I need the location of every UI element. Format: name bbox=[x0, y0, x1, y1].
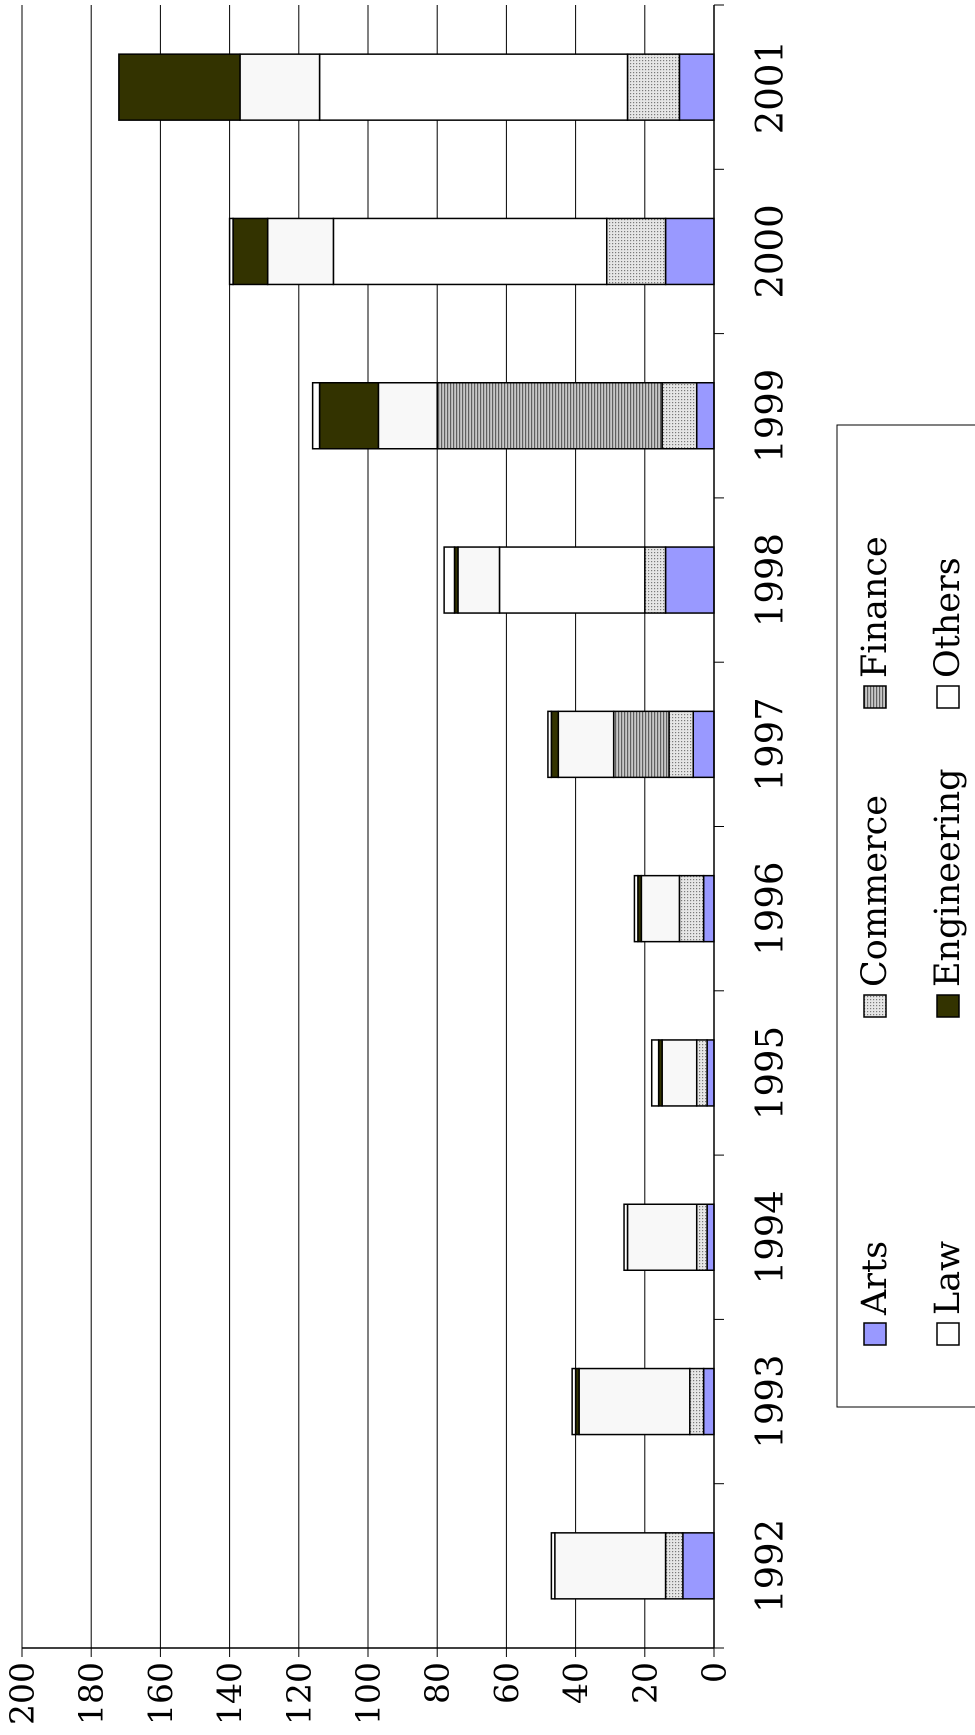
category-tick-label: 1995 bbox=[749, 1026, 792, 1120]
value-tick-label: 20 bbox=[625, 1662, 664, 1704]
bar-segment-arts-1993 bbox=[702, 1367, 715, 1436]
bar-segment-others-1992 bbox=[554, 1532, 667, 1600]
bar-segment-others-1994 bbox=[623, 1203, 629, 1271]
value-tick-label: 160 bbox=[141, 1662, 180, 1725]
value-tick-label: 200 bbox=[3, 1662, 42, 1725]
bar-segment-others-1997 bbox=[547, 710, 553, 779]
legend-label-commerce: Commerce bbox=[855, 795, 895, 987]
bar-segment-others-1994 bbox=[626, 1203, 698, 1271]
category-tick-label: 1992 bbox=[749, 1519, 792, 1613]
category-tick-label: 1996 bbox=[749, 862, 792, 956]
bars bbox=[118, 53, 715, 1600]
bar-segment-commerce-1997 bbox=[668, 710, 694, 779]
bar-segment-others-1999 bbox=[377, 382, 438, 450]
legend-swatch-commerce bbox=[863, 994, 887, 1018]
bar-segment-engineering-2000 bbox=[232, 217, 269, 286]
bar-segment-commerce-1993 bbox=[689, 1367, 705, 1436]
bar-segment-engineering-1997 bbox=[550, 710, 560, 779]
bar-segment-others-2000 bbox=[228, 217, 234, 286]
bar-segment-others-1992 bbox=[550, 1532, 556, 1600]
bar-segment-others-2000 bbox=[266, 217, 335, 286]
bar-segment-others-1995 bbox=[650, 1039, 660, 1107]
bar-segment-arts-1997 bbox=[692, 710, 715, 779]
bar-segment-others-1995 bbox=[661, 1039, 698, 1107]
category-tick-label: 1993 bbox=[749, 1354, 792, 1448]
bar-segment-others-2001 bbox=[239, 53, 321, 121]
bar-segment-law-2000 bbox=[332, 217, 608, 286]
bar-segment-arts-2000 bbox=[664, 217, 715, 286]
legend-swatch-others bbox=[936, 685, 960, 709]
bar-segment-arts-1994 bbox=[706, 1203, 715, 1271]
bar-segment-commerce-1998 bbox=[644, 546, 667, 614]
bar-segment-others-1996 bbox=[633, 874, 639, 943]
bar-segment-arts-2001 bbox=[678, 53, 715, 121]
axes bbox=[21, 4, 724, 1657]
bar-segment-commerce-1995 bbox=[695, 1039, 708, 1107]
bar-segment-others-1993 bbox=[571, 1367, 577, 1436]
category-tick-label: 2000 bbox=[749, 204, 792, 298]
value-tick-label: 100 bbox=[349, 1662, 388, 1725]
legend-label-finance: Finance bbox=[855, 536, 895, 678]
legend-label-law: Law bbox=[928, 1241, 968, 1315]
legend-swatch-engineering bbox=[936, 994, 960, 1018]
value-tick-label: 0 bbox=[695, 1662, 734, 1683]
category-tick-label: 1999 bbox=[749, 369, 792, 463]
category-tick-label: 1994 bbox=[749, 1190, 792, 1284]
category-axis-tick-labels: 1992 1993 1994 1995 1996 1997 1998 1999 2000 2001 bbox=[749, 40, 792, 1613]
bar-segment-engineering-1999 bbox=[318, 382, 380, 450]
category-tick-label: 1997 bbox=[749, 697, 792, 791]
value-axis-tick-labels: 0 20 40 60 80 100 120 140 160 180 200 bbox=[3, 1662, 734, 1725]
plot-area: 0 20 40 60 80 100 120 140 160 180 200 1992 1993 1994… bbox=[3, 4, 792, 1725]
category-tick-label: 2001 bbox=[749, 40, 792, 134]
legend-label-others: Others bbox=[928, 557, 968, 678]
bar-segment-others-1998 bbox=[443, 546, 456, 614]
bar-segment-commerce-2000 bbox=[605, 217, 667, 286]
bar-segment-others-1996 bbox=[640, 874, 681, 943]
bar-segment-law-2001 bbox=[318, 53, 629, 121]
value-tick-label: 40 bbox=[556, 1662, 595, 1704]
bar-segment-others-1993 bbox=[578, 1367, 691, 1436]
legend-label-engineering: Engineering bbox=[928, 768, 968, 987]
bar-segment-arts-1996 bbox=[702, 874, 715, 943]
bar-segment-others-1998 bbox=[457, 546, 501, 614]
legend-swatch-finance bbox=[863, 685, 887, 709]
value-tick-label: 60 bbox=[487, 1662, 526, 1704]
value-tick-label: 120 bbox=[279, 1662, 318, 1725]
bar-segment-commerce-1994 bbox=[695, 1203, 708, 1271]
bar-segment-commerce-2001 bbox=[626, 53, 681, 121]
value-tick-label: 80 bbox=[418, 1662, 457, 1704]
bar-segment-finance-1999 bbox=[436, 382, 663, 450]
bar-segment-finance-1997 bbox=[612, 710, 670, 779]
bar-segment-law-1998 bbox=[498, 546, 646, 614]
bar-segment-arts-1995 bbox=[706, 1039, 715, 1107]
legend-box bbox=[836, 424, 975, 1408]
bar-segment-others-1997 bbox=[557, 710, 615, 779]
bar-segment-commerce-1999 bbox=[661, 382, 698, 450]
bar-segment-engineering-2001 bbox=[118, 53, 241, 121]
bar-segment-arts-1998 bbox=[664, 546, 715, 614]
legend-swatch-arts bbox=[863, 1322, 887, 1346]
legend-label-arts: Arts bbox=[855, 1241, 895, 1316]
bar-segment-arts-1999 bbox=[695, 382, 715, 450]
bar-segment-commerce-1996 bbox=[678, 874, 705, 943]
value-tick-label: 180 bbox=[72, 1662, 111, 1725]
bar-segment-commerce-1992 bbox=[664, 1532, 684, 1600]
bar-segment-arts-1992 bbox=[682, 1532, 715, 1600]
value-tick-label: 140 bbox=[210, 1662, 249, 1725]
bar-segment-others-1999 bbox=[311, 382, 321, 450]
category-tick-label: 1998 bbox=[749, 533, 792, 627]
legend: Arts Commerce Finance Law Engineering Others bbox=[836, 424, 975, 1408]
legend-swatch-law bbox=[936, 1322, 960, 1346]
